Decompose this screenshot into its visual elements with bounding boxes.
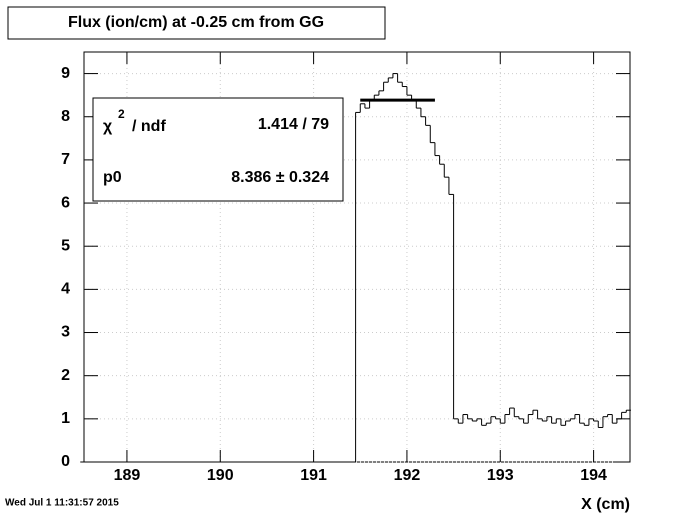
- stats-chi: χ: [103, 118, 113, 135]
- y-tick-label: 0: [61, 453, 70, 470]
- y-tick-label: 5: [61, 237, 70, 254]
- stats-ndf: / ndf: [132, 118, 166, 135]
- y-tick-label: 8: [61, 108, 70, 125]
- x-tick-label: 194: [580, 467, 607, 484]
- y-tick-label: 2: [61, 367, 70, 384]
- y-tick-label: 6: [61, 194, 70, 211]
- x-tick-label: 189: [114, 467, 141, 484]
- y-tick-label: 9: [61, 65, 70, 82]
- x-tick-label: 191: [300, 467, 327, 484]
- x-axis-label: X (cm): [581, 496, 630, 513]
- stats-chi-power: 2: [118, 107, 125, 121]
- stats-param-name: p0: [103, 169, 122, 186]
- x-tick-label: 190: [207, 467, 234, 484]
- plot-area: 0 1 2 3 4 5 6 7 8 9 189 190 191 192 193 194: [61, 52, 631, 484]
- title-box: [7, 6, 386, 40]
- stats-box: [92, 97, 344, 202]
- stats-param-value: 8.386 ± 0.324: [231, 169, 329, 186]
- chart-title: Flux (ion/cm) at -0.25 cm from GG: [68, 14, 324, 31]
- y-tick-label: 1: [61, 410, 70, 427]
- timestamp: Wed Jul 1 11:31:57 2015: [5, 498, 119, 509]
- y-tick-label: 3: [61, 324, 70, 341]
- x-tick-label: 193: [487, 467, 514, 484]
- x-tick-label: 192: [394, 467, 421, 484]
- y-tick-label: 7: [61, 151, 70, 168]
- stats-chi2-value: 1.414 / 79: [258, 116, 329, 133]
- y-tick-label: 4: [61, 281, 70, 298]
